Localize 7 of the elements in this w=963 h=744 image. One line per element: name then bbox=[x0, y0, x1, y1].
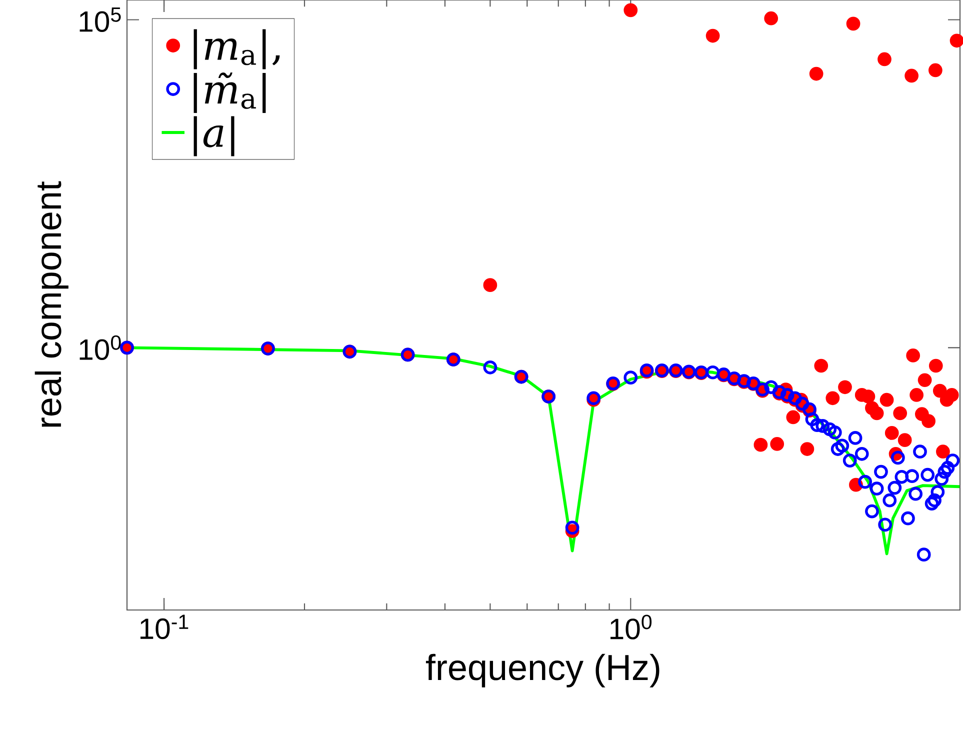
legend-label: |a| bbox=[194, 116, 234, 156]
legend-label: |m$_{a}$|, bbox=[194, 29, 280, 70]
y-axis-title: real component bbox=[34, 181, 68, 427]
x-axis-title: frequency (Hz) bbox=[426, 654, 660, 688]
x-tick-label: 10$^{-1}$ bbox=[140, 614, 188, 640]
legend-label: |m̃$_{a}$| bbox=[194, 72, 266, 113]
y-tick-label: 10$^{5}$ bbox=[80, 8, 121, 32]
